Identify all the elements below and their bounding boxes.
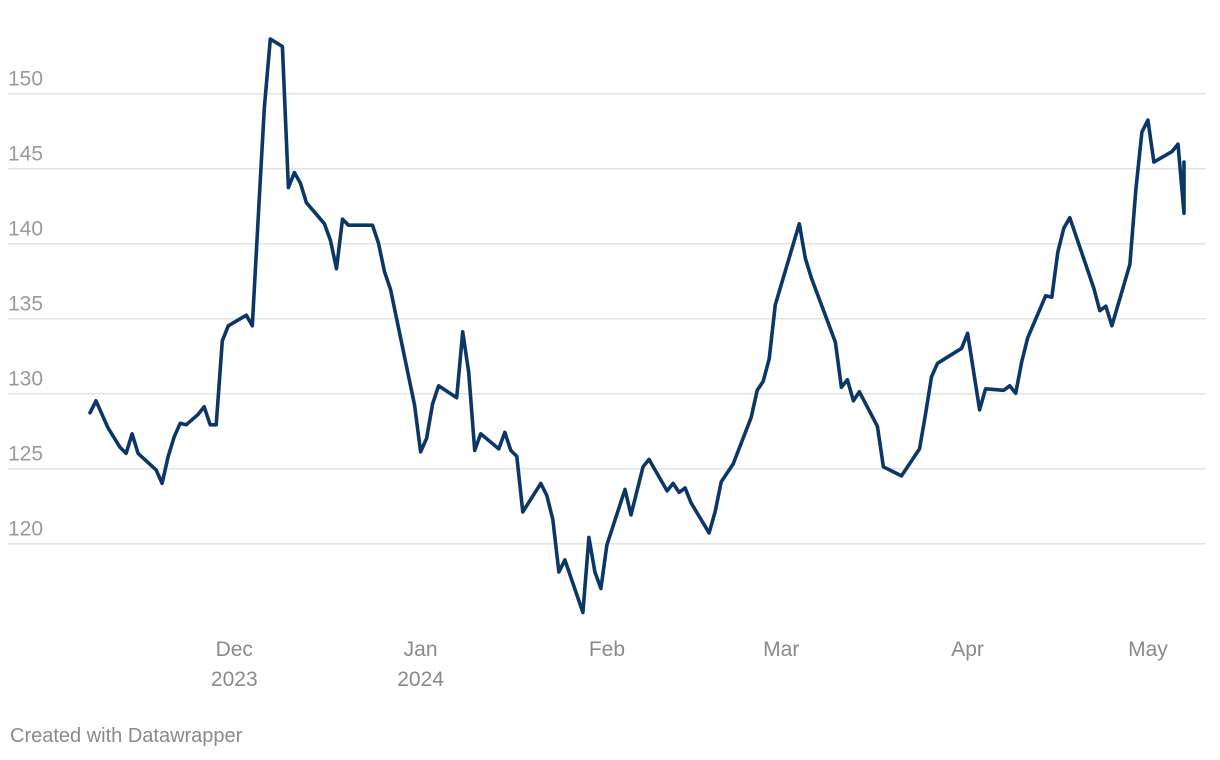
y-tick-label-120: 120 xyxy=(8,518,43,541)
y-tick-label-140: 140 xyxy=(8,218,43,241)
x-tick-label-line: Feb xyxy=(589,638,625,661)
x-tick-label-line: Jan xyxy=(404,638,438,661)
x-tick-label-line: May xyxy=(1128,638,1168,661)
series-lines xyxy=(88,37,1186,615)
x-tick-label-feb: Feb xyxy=(589,638,625,661)
x-tick-label-may: May xyxy=(1128,638,1168,661)
x-axis-labels: Dec 2023 Jan 2024 Feb Mar Apr May xyxy=(211,638,1168,691)
y-tick-label-125: 125 xyxy=(8,443,43,466)
x-tick-label-line: 2023 xyxy=(211,668,258,691)
x-tick-label-line: Mar xyxy=(763,638,799,661)
x-tick-label-apr: Apr xyxy=(951,638,984,661)
y-tick-label-130: 130 xyxy=(8,368,43,391)
series-line-0 xyxy=(88,37,1186,615)
x-tick-label-mar: Mar xyxy=(763,638,799,661)
x-tick-label-jan: Jan 2024 xyxy=(397,638,444,691)
x-tick-label-line: Dec xyxy=(216,638,253,661)
x-tick-label-line: Apr xyxy=(951,638,984,661)
y-gridlines xyxy=(8,92,1206,545)
y-tick-label-145: 145 xyxy=(8,143,43,166)
x-tick-label-dec: Dec 2023 xyxy=(211,638,258,691)
credit-text: Created with Datawrapper xyxy=(10,725,243,747)
y-tick-label-150: 150 xyxy=(8,68,43,91)
x-tick-label-line: 2024 xyxy=(397,668,444,691)
y-tick-label-135: 135 xyxy=(8,293,43,316)
y-axis-labels: 120 125 130 135 140 145 150 xyxy=(8,68,43,541)
